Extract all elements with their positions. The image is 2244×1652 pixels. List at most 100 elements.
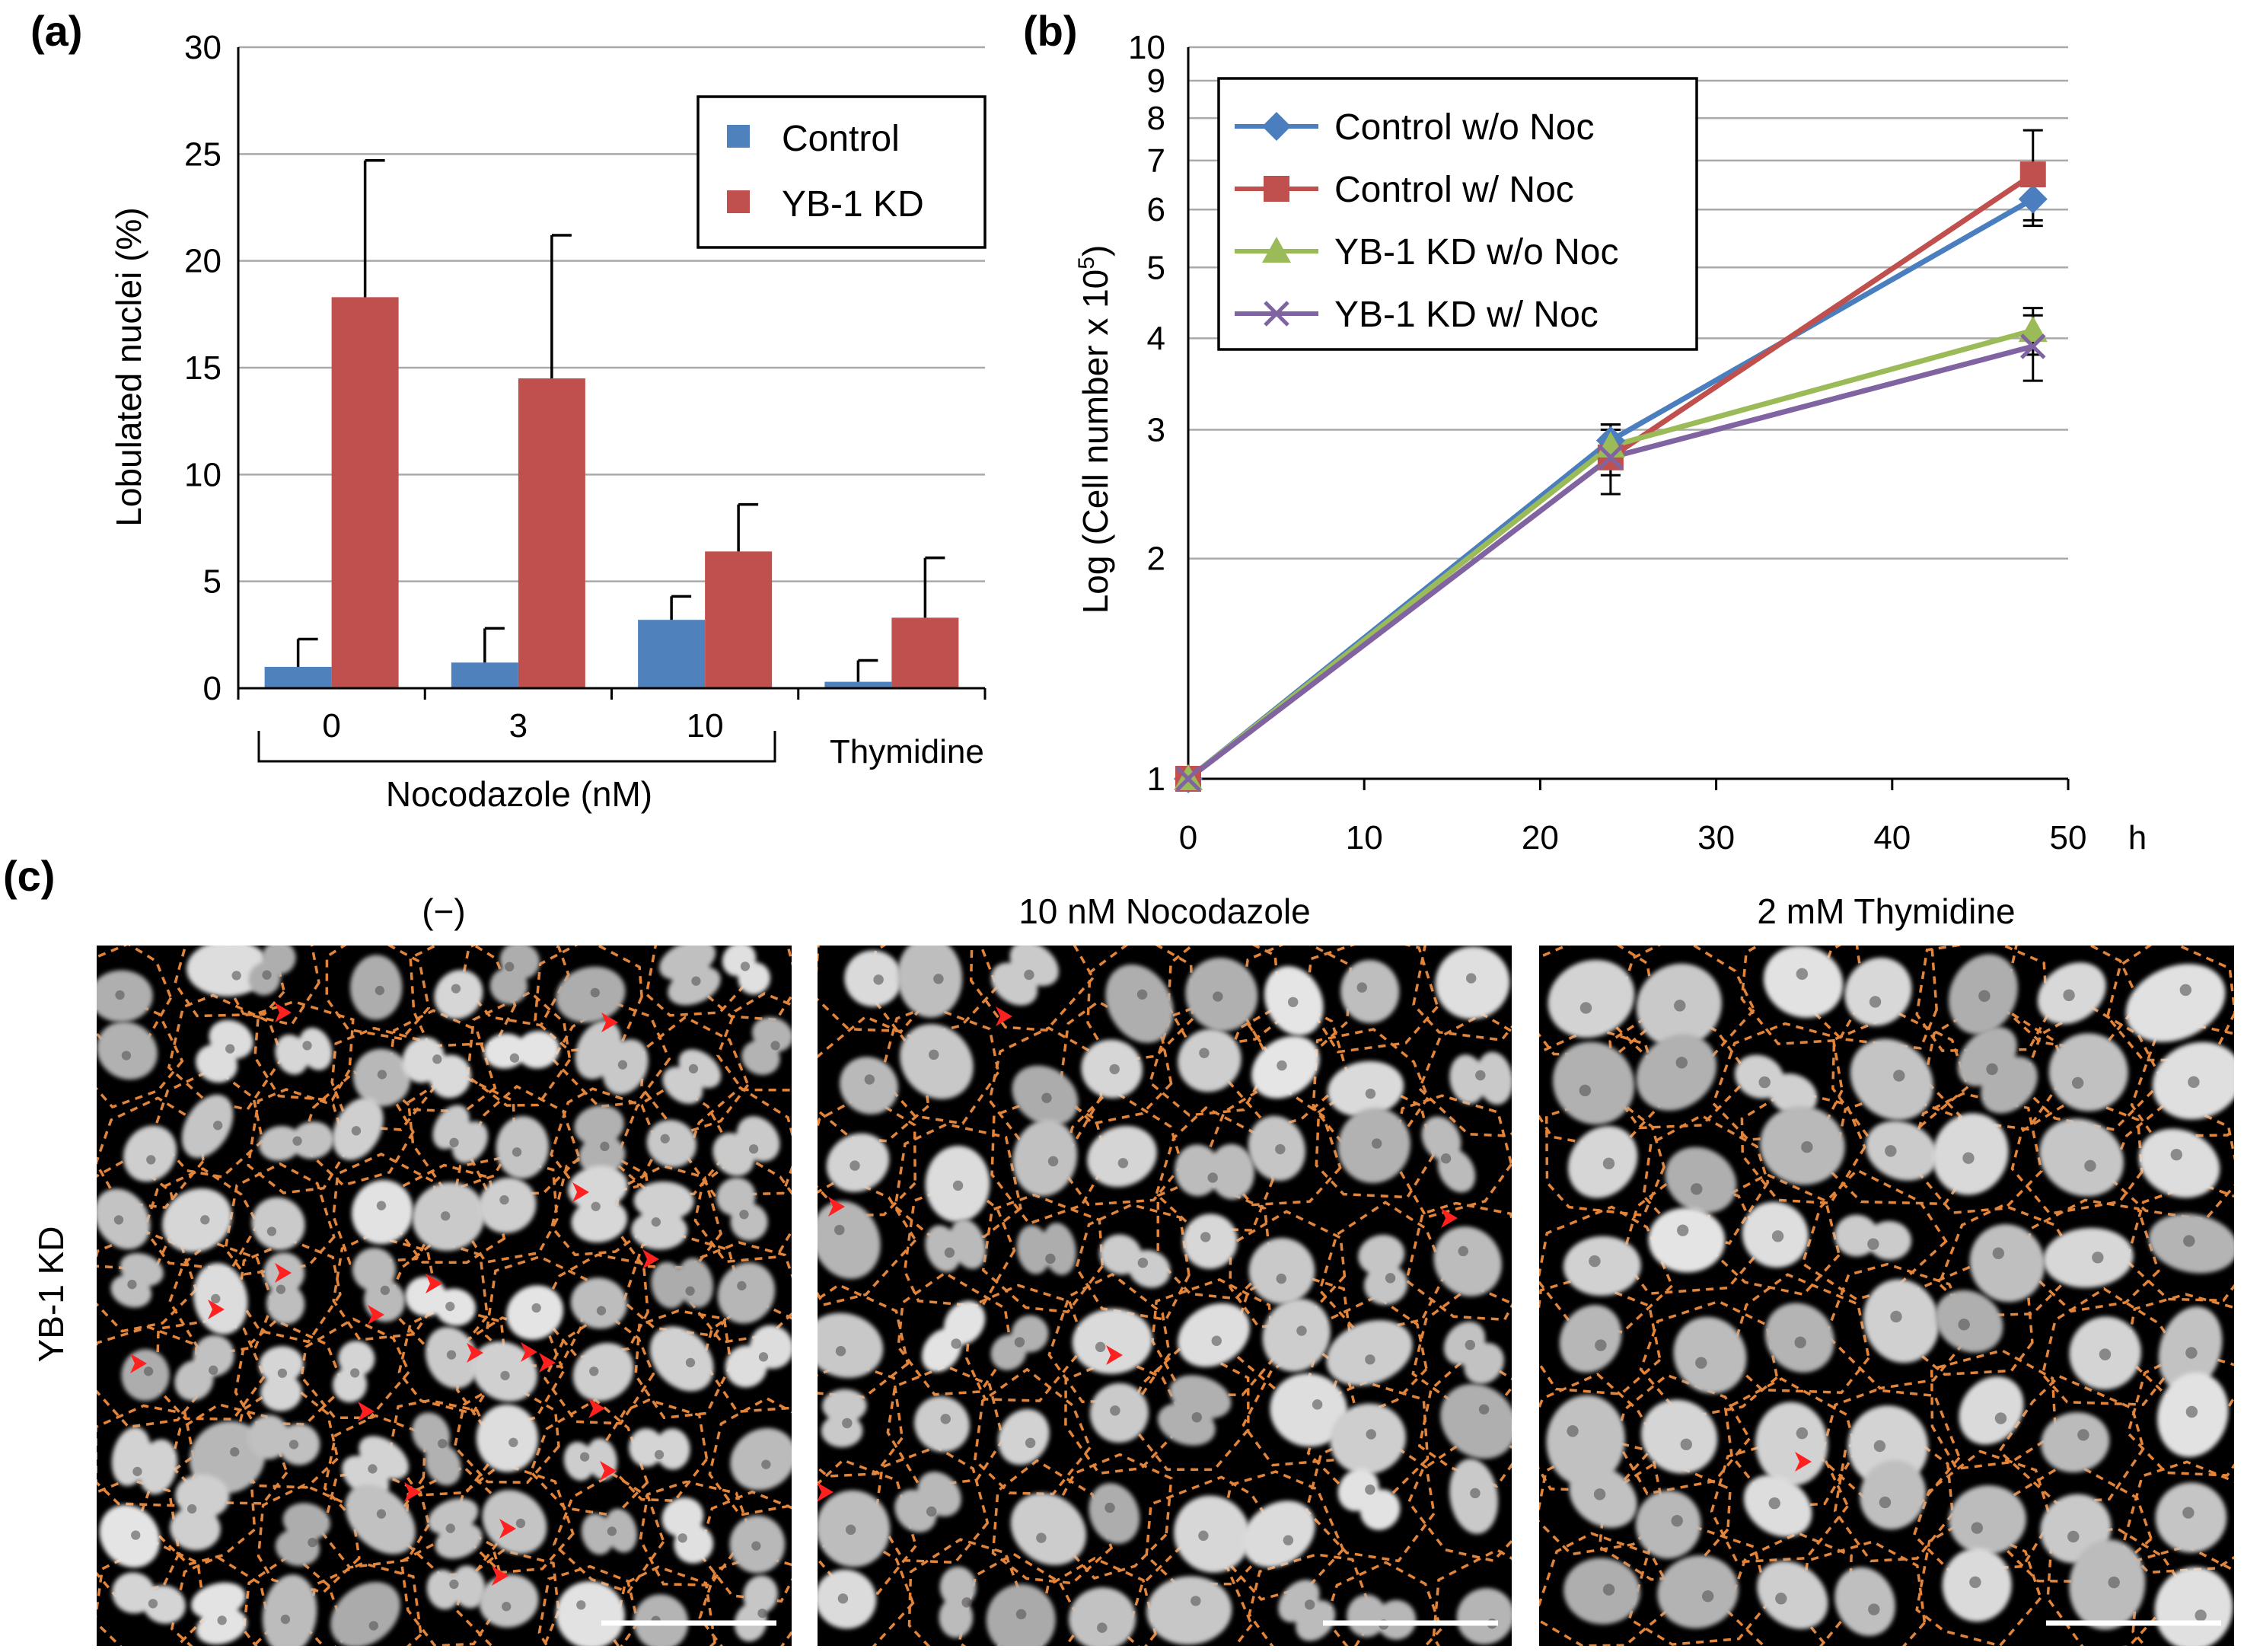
nucleolus	[1475, 1070, 1486, 1081]
nucleolus	[1283, 1535, 1294, 1545]
cell-outline	[1151, 1278, 1276, 1397]
m2-arrowheads	[818, 1006, 1458, 1502]
nucleolus	[376, 1509, 387, 1519]
lobulated-nucleus	[1175, 1143, 1255, 1200]
nucleus-lobe	[939, 1566, 977, 1608]
cell-outline	[2041, 1287, 2183, 1406]
nucleus	[351, 1179, 413, 1245]
cell-outline	[1915, 946, 2049, 1052]
cell-outline	[1417, 1013, 1512, 1137]
cell-outline	[708, 1396, 792, 1516]
red-arrowhead	[588, 1398, 605, 1418]
cell-outline	[97, 995, 184, 1109]
nucleolus	[2195, 1609, 2207, 1622]
nucleolus	[748, 1144, 759, 1154]
b-y-tick-label: 9	[1147, 62, 1165, 100]
nucleus	[897, 946, 963, 1018]
nucleolus	[350, 1368, 360, 1378]
b-y-tick-label: 1	[1147, 761, 1165, 798]
cell-outline	[1544, 1093, 1665, 1217]
b-x-tick-label: 20	[1522, 819, 1559, 856]
nucleus	[1270, 1373, 1348, 1447]
lobulated-nucleus	[631, 1181, 694, 1250]
nucleolus	[600, 1141, 610, 1152]
lobulated-nucleus	[1834, 1214, 1912, 1260]
nucleus-lobe	[822, 1389, 867, 1423]
lobulated-nucleus	[921, 1300, 986, 1373]
lobulated-nucleus	[275, 1027, 333, 1075]
nucleus-lobe	[260, 1373, 302, 1411]
lobulated-nucleus	[112, 1572, 186, 1624]
red-arrowhead	[368, 1305, 384, 1325]
a-y-tick-label: 5	[203, 563, 222, 601]
a-legend-label-control: Control	[782, 119, 900, 159]
red-arrowhead	[539, 1353, 556, 1373]
nucleolus	[590, 987, 600, 998]
micrograph-nocodazole-content	[818, 946, 1512, 1646]
lobulated-nucleus	[1358, 1235, 1408, 1305]
nucleolus	[2185, 1405, 2198, 1418]
nucleus	[1433, 1226, 1502, 1296]
a-bar-control	[824, 681, 892, 688]
b-markers	[1174, 161, 2048, 793]
nucleolus	[770, 1041, 780, 1051]
b-legend-marker-shape	[1264, 301, 1289, 327]
nucleus	[1969, 1224, 2045, 1303]
nucleus-lobe	[677, 1258, 713, 1308]
nucleolus	[1191, 1412, 1203, 1423]
nucleolus	[1885, 1145, 1897, 1157]
b-legend-item-1: Control w/ Noc	[1235, 170, 1574, 210]
cell-outline	[1819, 1389, 1962, 1514]
nucleolus	[688, 1064, 699, 1074]
nucleus	[330, 1581, 400, 1646]
cell-outline	[2121, 1460, 2234, 1574]
nucleus	[1087, 1125, 1157, 1188]
lobulated-nucleus	[1734, 1054, 1818, 1115]
b-x-tick-label: 30	[1697, 819, 1735, 856]
nucleolus	[1595, 1339, 1607, 1351]
nucleolus	[288, 1440, 299, 1449]
nucleolus	[1962, 1152, 1975, 1164]
nucleus-lobe	[1128, 1249, 1171, 1288]
micrograph-title-thymidine: 2 mM Thymidine	[1757, 891, 2015, 931]
nucleolus	[1207, 1172, 1218, 1183]
b-legend-marker-2	[1262, 237, 1291, 263]
a-y-tick-label: 0	[203, 670, 222, 707]
nucleolus	[1579, 1084, 1592, 1097]
cell-outline	[543, 1311, 655, 1425]
cell-outline	[388, 1398, 499, 1497]
nucleolus	[933, 974, 944, 984]
b-x-tick-label: 0	[1179, 819, 1197, 856]
cell-outline	[1064, 1356, 1187, 1475]
cell-outline	[167, 993, 284, 1111]
b-marker-yb1_w_noc	[1175, 766, 1201, 792]
nucleolus	[849, 1160, 860, 1171]
nucleus-lobe	[662, 1067, 703, 1105]
cell-outline	[988, 1026, 1103, 1162]
nucleolus	[1366, 1429, 1376, 1440]
nucleus	[1834, 1567, 1895, 1636]
nucleus-lobe	[1359, 1489, 1401, 1530]
a-bar-control	[638, 620, 706, 688]
nucleolus	[834, 1224, 845, 1236]
nucleolus	[1036, 1532, 1047, 1543]
cell-outline	[613, 1083, 732, 1197]
nucleus-lobe	[258, 1126, 302, 1161]
nucleus-lobe	[259, 1346, 304, 1384]
nucleolus	[589, 1367, 599, 1376]
nucleus	[1763, 946, 1844, 1018]
b-legend-marker-shape	[1262, 237, 1291, 263]
nucleus	[730, 1427, 792, 1491]
nucleus	[1657, 1555, 1739, 1628]
nucleolus	[1794, 1336, 1806, 1349]
b-y-tick-label: 7	[1147, 142, 1165, 180]
lobulated-nucleus	[247, 1414, 320, 1465]
nucleolus	[758, 1352, 769, 1362]
nucleus	[1182, 1213, 1238, 1269]
nucleolus	[508, 1437, 518, 1447]
nucleolus	[607, 1526, 617, 1536]
nucleus	[2125, 964, 2226, 1042]
nucleolus	[1014, 1337, 1025, 1347]
